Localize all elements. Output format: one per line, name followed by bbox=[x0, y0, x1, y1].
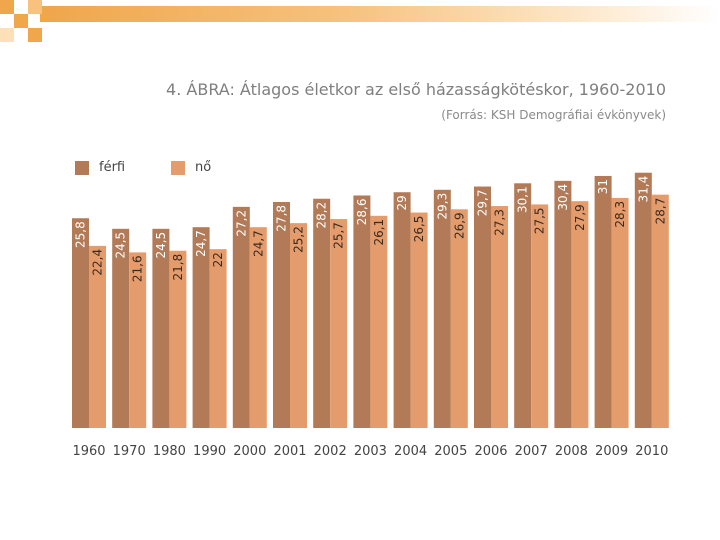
x-tick-label: 2003 bbox=[354, 444, 387, 459]
header-gradient-strip bbox=[40, 6, 720, 22]
bar-ferfi bbox=[514, 183, 532, 428]
data-label-no: 28,3 bbox=[613, 201, 627, 228]
x-tick-label: 2007 bbox=[515, 444, 548, 459]
x-tick-label: 2001 bbox=[273, 444, 306, 459]
bar-no bbox=[129, 252, 147, 428]
data-label-ferfi: 24,7 bbox=[194, 230, 208, 257]
bar-ferfi bbox=[152, 228, 170, 428]
data-label-ferfi: 29,7 bbox=[476, 190, 490, 217]
data-label-ferfi: 29,3 bbox=[435, 193, 449, 220]
bar-ferfi bbox=[594, 175, 612, 428]
bar-no bbox=[491, 206, 508, 428]
bar-ferfi bbox=[192, 227, 210, 428]
bar-no bbox=[611, 197, 629, 428]
bar-ferfi bbox=[273, 201, 290, 428]
data-label-no: 27,3 bbox=[493, 209, 507, 236]
data-label-no: 25,2 bbox=[292, 226, 306, 253]
data-label-ferfi: 30,1 bbox=[516, 186, 530, 213]
x-tick-label: 2004 bbox=[394, 444, 427, 459]
x-tick-label: 2008 bbox=[555, 444, 588, 459]
data-label-ferfi: 28,6 bbox=[355, 198, 369, 225]
legend-swatch-ferfi bbox=[75, 161, 89, 175]
header-decoration bbox=[0, 0, 720, 44]
data-label-no: 26,1 bbox=[372, 219, 386, 246]
x-tick-label: 2002 bbox=[314, 444, 347, 459]
bar-no bbox=[169, 250, 187, 428]
data-label-no: 25,7 bbox=[332, 222, 346, 249]
data-label-ferfi: 27,2 bbox=[234, 210, 248, 237]
bar-no bbox=[370, 215, 388, 428]
bar-ferfi bbox=[433, 189, 451, 428]
data-label-ferfi: 29 bbox=[395, 195, 409, 210]
legend-label-ferfi: férfi bbox=[99, 160, 126, 175]
bar-ferfi bbox=[353, 195, 371, 428]
bar-no bbox=[571, 201, 589, 428]
legend-label-no: nő bbox=[195, 160, 212, 175]
x-tick-label: 2010 bbox=[635, 444, 668, 459]
bar-ferfi bbox=[474, 186, 491, 428]
data-label-no: 24,7 bbox=[251, 230, 265, 257]
data-label-no: 21,6 bbox=[131, 255, 145, 282]
legend-swatch-no bbox=[171, 161, 185, 175]
bar-ferfi bbox=[634, 172, 652, 428]
bar-no bbox=[450, 209, 468, 428]
bar-ferfi bbox=[72, 218, 89, 428]
x-tick-label: 2000 bbox=[233, 444, 266, 459]
x-tick-label: 1970 bbox=[113, 444, 146, 459]
data-label-ferfi: 24,5 bbox=[154, 232, 168, 259]
bar-no bbox=[531, 204, 549, 428]
bar-ferfi bbox=[554, 180, 572, 428]
bar-ferfi bbox=[313, 198, 331, 428]
deco-square bbox=[28, 28, 42, 42]
x-tick-label: 2005 bbox=[434, 444, 467, 459]
x-tick-label: 1990 bbox=[193, 444, 226, 459]
data-label-no: 27,5 bbox=[533, 207, 547, 234]
data-label-ferfi: 27,8 bbox=[275, 205, 289, 232]
x-tick-label: 2009 bbox=[595, 444, 628, 459]
bar-ferfi bbox=[232, 206, 250, 428]
data-label-no: 27,9 bbox=[573, 204, 587, 231]
deco-square bbox=[0, 28, 14, 42]
bar-ferfi bbox=[393, 192, 411, 428]
data-label-no: 22 bbox=[211, 252, 225, 267]
data-label-ferfi: 28,2 bbox=[315, 202, 329, 229]
bar-no bbox=[410, 212, 428, 428]
data-label-ferfi: 31 bbox=[596, 179, 610, 194]
bar-no bbox=[330, 219, 348, 428]
deco-square bbox=[28, 0, 42, 14]
bar-no bbox=[89, 245, 106, 428]
deco-square bbox=[0, 0, 14, 14]
data-label-no: 21,8 bbox=[171, 254, 185, 281]
x-tick-label: 1980 bbox=[153, 444, 186, 459]
data-label-no: 22,4 bbox=[91, 249, 105, 276]
data-label-ferfi: 25,8 bbox=[74, 221, 88, 248]
bar-ferfi bbox=[112, 228, 130, 428]
data-label-ferfi: 24,5 bbox=[114, 232, 128, 259]
bar-no bbox=[209, 249, 227, 428]
chart-source: (Forrás: KSH Demográfiai évkönyvek) bbox=[441, 108, 666, 122]
data-label-no: 26,5 bbox=[412, 216, 426, 243]
deco-square bbox=[14, 14, 28, 28]
data-label-ferfi: 31,4 bbox=[636, 176, 650, 203]
bar-no bbox=[290, 223, 307, 428]
data-label-no: 26,9 bbox=[452, 212, 466, 239]
chart-title: 4. ÁBRA: Átlagos életkor az első házassá… bbox=[166, 80, 666, 99]
x-tick-label: 1960 bbox=[72, 444, 105, 459]
bar-no bbox=[651, 194, 669, 428]
data-label-ferfi: 30,4 bbox=[556, 184, 570, 211]
data-label-no: 28,7 bbox=[653, 198, 667, 225]
x-tick-label: 2006 bbox=[474, 444, 507, 459]
bar-no bbox=[249, 227, 267, 428]
